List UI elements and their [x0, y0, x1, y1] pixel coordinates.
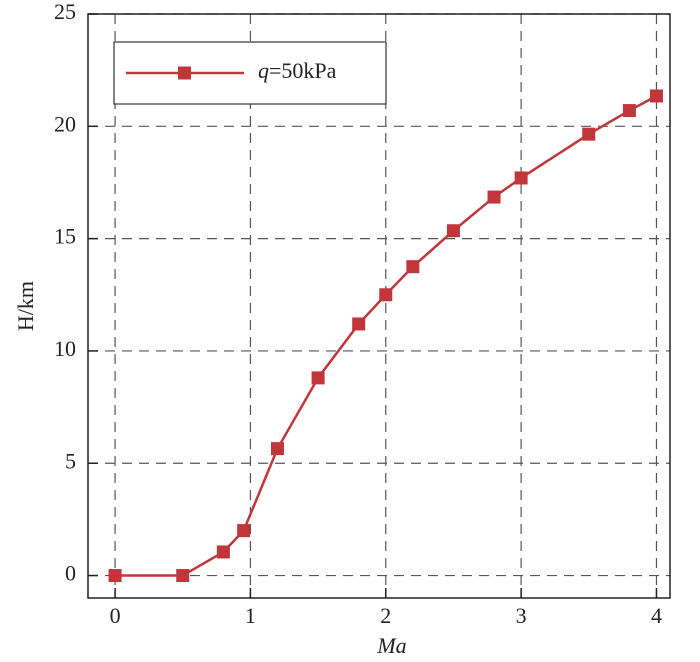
x-tick-label: 1	[245, 603, 256, 628]
y-axis-label: H/km	[13, 281, 38, 331]
y-tick-label: 10	[54, 336, 76, 361]
data-point	[108, 569, 122, 583]
legend-marker	[178, 66, 191, 80]
x-tick-label: 3	[516, 603, 527, 628]
legend-label: q=50kPa	[258, 58, 337, 83]
x-tick-label: 0	[110, 603, 121, 628]
data-point	[311, 371, 325, 385]
x-axis-label: Ma	[376, 633, 406, 658]
data-point	[406, 260, 420, 274]
data-point	[216, 545, 230, 559]
data-point	[237, 524, 251, 538]
data-point	[352, 317, 366, 331]
x-tick-label: 4	[651, 603, 662, 628]
y-tick-label: 25	[54, 0, 76, 24]
data-point	[446, 224, 460, 238]
data-point	[270, 442, 284, 456]
y-tick-label: 15	[54, 224, 76, 249]
data-point	[379, 288, 393, 302]
y-tick-label: 20	[54, 111, 76, 136]
data-point	[622, 104, 636, 118]
data-point	[487, 190, 501, 204]
y-tick-label: 0	[65, 561, 76, 586]
x-tick-label: 2	[380, 603, 391, 628]
data-point	[176, 569, 190, 583]
plot-frame	[87, 13, 671, 599]
y-tick-label: 5	[65, 448, 76, 473]
data-point	[649, 89, 663, 103]
data-point	[582, 127, 596, 141]
data-point	[514, 171, 528, 185]
